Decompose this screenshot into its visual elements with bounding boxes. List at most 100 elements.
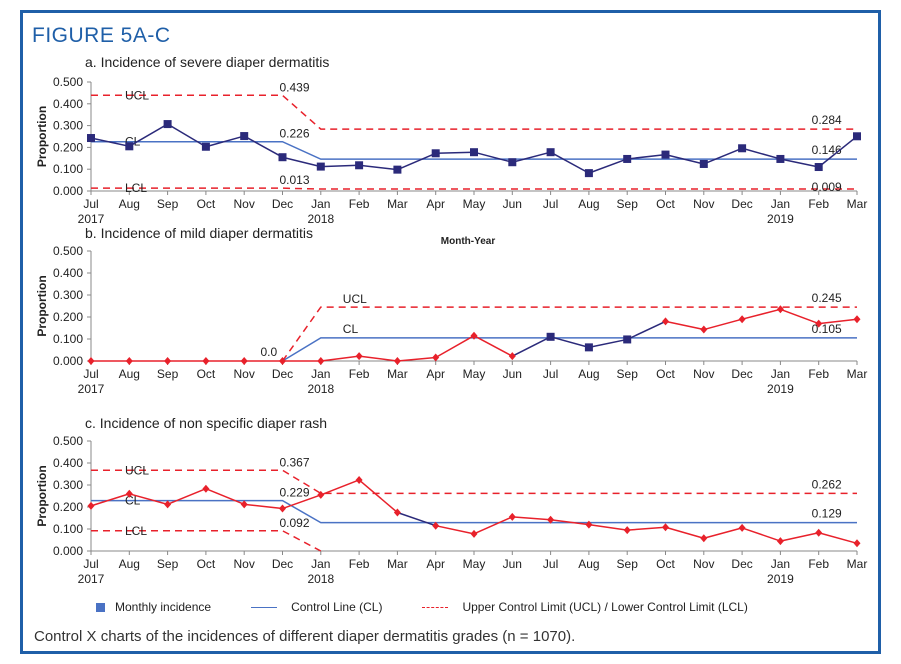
cl-before-value: 0.226 — [280, 127, 310, 141]
x-tick-label: Sep — [617, 197, 639, 211]
data-point-diamond — [279, 357, 286, 365]
data-point-square — [814, 163, 823, 172]
data-point-diamond — [87, 501, 95, 510]
x-tick-label: Jul — [83, 197, 98, 211]
x-tick-label: Jul — [543, 197, 558, 211]
data-segment — [511, 336, 551, 357]
data-point-diamond — [776, 537, 784, 546]
data-point-diamond — [202, 484, 210, 493]
x-year-label: 2018 — [307, 382, 334, 396]
data-segment — [588, 523, 628, 531]
chart-title: b. Incidence of mild diaper dermatitis — [85, 225, 313, 241]
x-year-label: 2019 — [767, 212, 794, 226]
x-tick-label: Jun — [503, 197, 522, 211]
data-point-square — [853, 132, 861, 141]
x-tick-label: Sep — [157, 197, 179, 211]
x-tick-label: Feb — [808, 557, 829, 571]
lcl-label: LCL — [125, 181, 147, 195]
data-segment — [550, 519, 589, 526]
data-point-diamond — [355, 475, 363, 484]
data-segment — [359, 355, 398, 362]
ucl-line — [281, 306, 857, 362]
x-tick-label: Nov — [234, 557, 255, 571]
data-point-diamond — [317, 357, 325, 365]
data-segment — [243, 135, 283, 158]
x-tick-label: Aug — [578, 367, 599, 381]
legend-monthly: Monthly incidence — [96, 600, 211, 614]
x-year-label: 2017 — [78, 572, 105, 586]
y-axis-label: Proportion — [35, 465, 49, 526]
data-point-square — [508, 158, 517, 167]
data-segment — [397, 152, 436, 171]
x-tick-label: Mar — [847, 367, 868, 381]
data-segment — [703, 527, 743, 539]
data-point-square — [584, 169, 593, 178]
data-segment — [627, 526, 666, 531]
x-tick-label: May — [463, 197, 486, 211]
x-year-label: 2017 — [78, 382, 105, 396]
data-segment — [320, 164, 360, 168]
x-tick-label: Oct — [656, 197, 675, 211]
data-point-square — [776, 154, 785, 163]
data-segment — [818, 135, 858, 168]
figure-frame — [20, 10, 881, 654]
data-point-square — [546, 148, 555, 157]
data-point-diamond — [815, 319, 823, 328]
data-point-square — [125, 142, 134, 151]
x-tick-label: Mar — [847, 197, 868, 211]
x-tick-label: Aug — [119, 197, 140, 211]
data-point-diamond — [662, 317, 669, 326]
x-tick-label: Feb — [808, 197, 829, 211]
data-segment — [818, 532, 858, 545]
ucl-label: UCL — [343, 292, 367, 306]
y-tick-label: 0.400 — [53, 266, 83, 280]
dashed-line-icon — [422, 606, 449, 608]
y-tick-label: 0.400 — [53, 97, 83, 111]
data-point-diamond — [700, 534, 708, 543]
x-tick-label: Jan — [311, 557, 330, 571]
data-point-square — [584, 343, 593, 352]
data-point-diamond — [547, 515, 555, 524]
ucl-before-value: 0.367 — [280, 455, 310, 469]
figure-caption: Control X charts of the incidences of di… — [34, 628, 576, 645]
data-segment — [741, 308, 781, 320]
x-tick-label: Dec — [731, 557, 752, 571]
y-tick-label: 0.000 — [53, 354, 83, 368]
data-point-diamond — [164, 357, 172, 365]
ucl-before-value: 0.439 — [280, 80, 310, 94]
legend-limits: Upper Control Limit (UCL) / Lower Contro… — [422, 600, 748, 614]
data-point-diamond — [393, 357, 401, 365]
x-tick-label: Jun — [503, 367, 522, 381]
x-tick-label: Aug — [119, 557, 140, 571]
lcl-line — [91, 530, 322, 552]
data-point-diamond — [623, 526, 631, 535]
data-point-diamond — [700, 325, 708, 334]
lcl-after-value: 0.009 — [812, 180, 842, 194]
data-segment — [780, 158, 819, 168]
data-point-square — [201, 142, 210, 151]
data-segment — [128, 123, 168, 147]
data-segment — [129, 493, 168, 506]
x-tick-label: Sep — [157, 557, 179, 571]
x-year-label: 2018 — [307, 212, 334, 226]
data-point-diamond — [853, 315, 861, 324]
x-tick-label: Apr — [426, 367, 445, 381]
data-point-diamond — [87, 357, 95, 365]
data-segment — [167, 123, 207, 148]
data-segment — [435, 524, 475, 535]
x-tick-label: Nov — [234, 367, 255, 381]
data-segment — [473, 151, 513, 163]
x-tick-label: Oct — [197, 367, 216, 381]
data-point-square — [546, 332, 555, 341]
data-segment — [473, 516, 513, 535]
data-point-diamond — [240, 357, 248, 365]
data-point-square — [355, 161, 364, 170]
data-segment — [665, 526, 705, 539]
x-tick-label: Mar — [387, 367, 408, 381]
chart-title: a. Incidence of severe diaper dermatitis — [85, 54, 329, 70]
x-year-label: 2017 — [78, 212, 105, 226]
ucl-label: UCL — [125, 88, 149, 102]
cl-before-value: 0.0 — [261, 345, 278, 359]
data-point-diamond — [393, 508, 401, 517]
data-point-square — [240, 132, 249, 141]
